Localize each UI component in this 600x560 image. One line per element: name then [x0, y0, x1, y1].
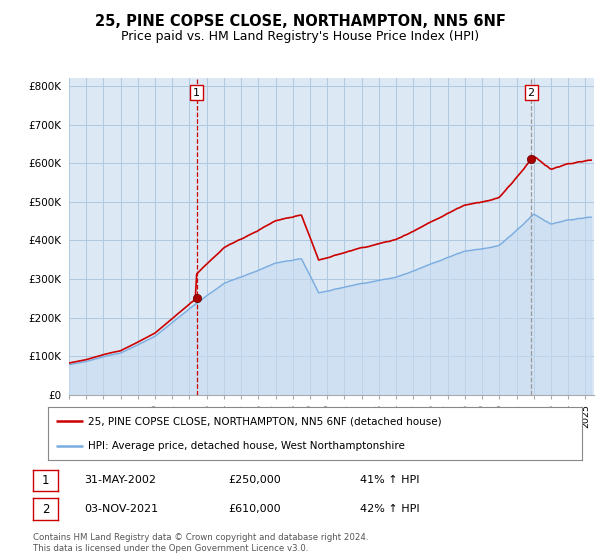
Text: 25, PINE COPSE CLOSE, NORTHAMPTON, NN5 6NF (detached house): 25, PINE COPSE CLOSE, NORTHAMPTON, NN5 6…: [88, 416, 442, 426]
Text: 42% ↑ HPI: 42% ↑ HPI: [360, 504, 419, 514]
Text: 31-MAY-2002: 31-MAY-2002: [84, 475, 156, 486]
Text: £250,000: £250,000: [228, 475, 281, 486]
Text: 25, PINE COPSE CLOSE, NORTHAMPTON, NN5 6NF: 25, PINE COPSE CLOSE, NORTHAMPTON, NN5 6…: [95, 14, 505, 29]
Text: 41% ↑ HPI: 41% ↑ HPI: [360, 475, 419, 486]
Text: 03-NOV-2021: 03-NOV-2021: [84, 504, 158, 514]
Text: 2: 2: [527, 87, 535, 97]
Text: 1: 1: [42, 474, 49, 487]
Text: Price paid vs. HM Land Registry's House Price Index (HPI): Price paid vs. HM Land Registry's House …: [121, 30, 479, 43]
Text: 2: 2: [42, 502, 49, 516]
Text: £610,000: £610,000: [228, 504, 281, 514]
Text: 1: 1: [193, 87, 200, 97]
Text: Contains HM Land Registry data © Crown copyright and database right 2024.
This d: Contains HM Land Registry data © Crown c…: [33, 533, 368, 553]
Text: HPI: Average price, detached house, West Northamptonshire: HPI: Average price, detached house, West…: [88, 441, 405, 451]
